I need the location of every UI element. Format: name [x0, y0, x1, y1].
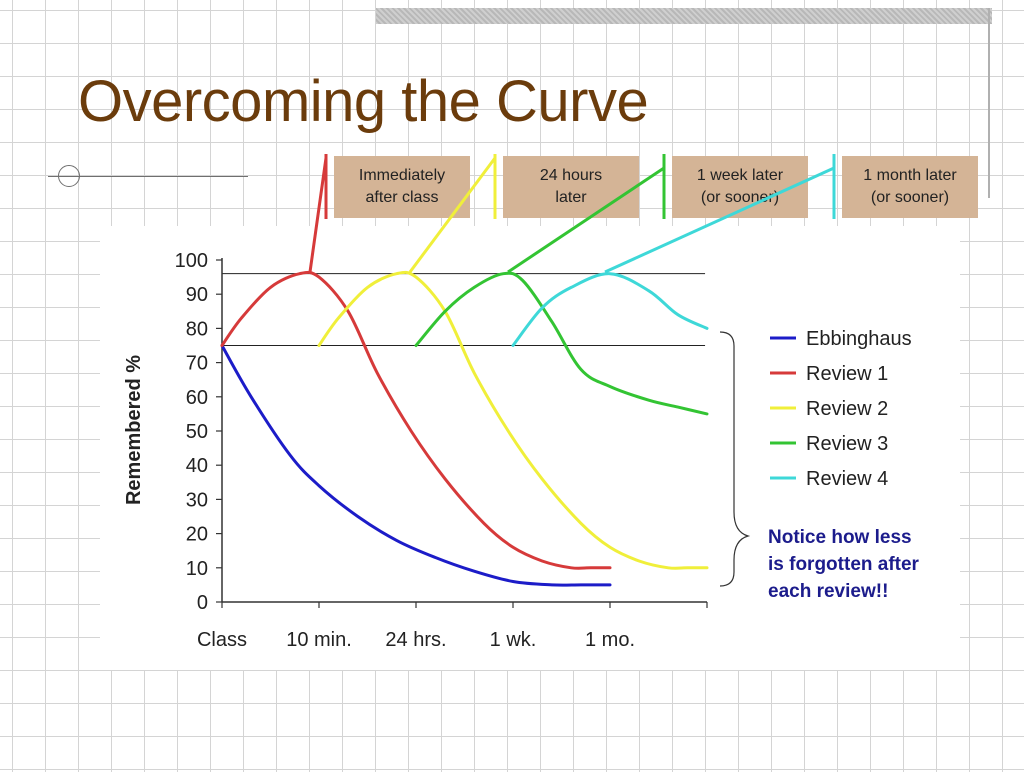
legend-label-4: Review 4	[806, 468, 888, 490]
y-tick-label-80: 80	[186, 318, 208, 340]
review-note: Notice how less is forgotten after each …	[768, 527, 919, 602]
x-tick-label-3: 1 wk.	[490, 629, 537, 651]
x-tick-label-0: Class	[197, 629, 247, 651]
y-tick-label-10: 10	[186, 558, 208, 580]
legend-label-1: Review 1	[806, 363, 888, 385]
y-axis-title: Remembered %	[123, 355, 145, 505]
margin-rule	[988, 8, 990, 198]
y-tick-label-100: 100	[175, 250, 208, 272]
series-line-ebbinghaus	[220, 344, 612, 587]
x-tick-label-1: 10 min.	[286, 629, 352, 651]
curly-brace	[719, 331, 751, 587]
chart-panel	[100, 226, 960, 670]
series-line-review-1	[220, 270, 612, 570]
legend-label-3: Review 3	[806, 433, 888, 455]
legend-label-2: Review 2	[806, 398, 888, 420]
stage-connector-4	[604, 166, 835, 274]
slide-title: Overcoming the Curve	[78, 69, 649, 134]
legend-label-0: Ebbinghaus	[806, 328, 912, 350]
stage-box-1-month: 1 month later (or sooner)	[842, 156, 978, 218]
title-underline	[48, 176, 248, 177]
series-line-review-3	[414, 271, 709, 416]
x-tick-label-4: 1 mo.	[585, 629, 635, 651]
stage-box-1-week: 1 week later (or sooner)	[672, 156, 808, 218]
stage-box-24-hours: 24 hours later	[503, 156, 639, 218]
series-line-review-4	[511, 272, 709, 347]
y-tick-label-40: 40	[186, 455, 208, 477]
title-ring-ornament	[58, 165, 80, 187]
y-tick-label-0: 0	[197, 592, 208, 614]
y-tick-label-70: 70	[186, 353, 208, 375]
x-tick-label-2: 24 hrs.	[385, 629, 446, 651]
stage-connector-2	[408, 157, 497, 273]
y-tick-label-90: 90	[186, 284, 208, 306]
y-tick-label-30: 30	[186, 489, 208, 511]
y-tick-label-50: 50	[186, 421, 208, 443]
stage-connector-3	[507, 166, 665, 274]
y-tick-label-20: 20	[186, 524, 208, 546]
y-tick-label-60: 60	[186, 387, 208, 409]
header-band	[376, 8, 992, 24]
series-line-review-2	[317, 270, 709, 570]
stage-box-immediately: Immediately after class	[334, 156, 470, 218]
stage-connector-1	[308, 157, 328, 273]
